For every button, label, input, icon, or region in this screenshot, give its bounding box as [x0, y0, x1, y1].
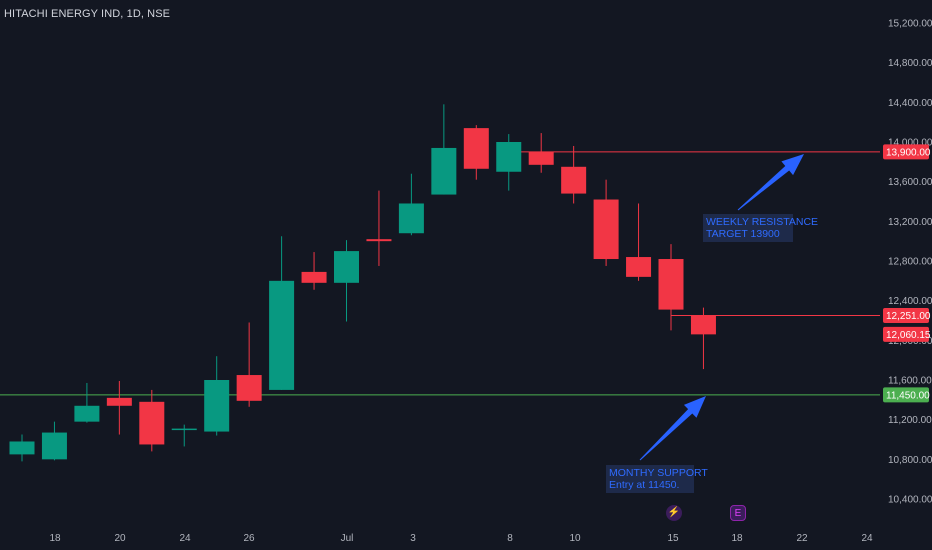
candle	[626, 203, 652, 281]
y-tick-label: 15,200.00	[888, 19, 932, 30]
candles	[9, 104, 716, 462]
candle	[398, 173, 424, 236]
candle	[139, 389, 165, 452]
y-tick-label: 10,800.00	[888, 455, 932, 466]
y-tick-label: 14,800.00	[888, 58, 932, 69]
candle-body	[301, 271, 327, 283]
x-tick-label: 15	[667, 533, 679, 544]
candle	[496, 134, 522, 191]
candle-body	[9, 441, 35, 455]
price-tag: 12,060.15	[883, 326, 931, 342]
candle	[593, 179, 619, 266]
price-tag: 11,450.00	[883, 387, 930, 403]
candle-body	[398, 203, 424, 234]
candle-body	[74, 405, 100, 422]
support-annotation[interactable]: MONTHY SUPPORT Entry at 11450.	[606, 465, 708, 493]
x-tick-label: 24	[861, 533, 873, 544]
candle-body	[269, 280, 295, 390]
x-tick-label: 8	[507, 533, 513, 544]
price-tag-bg	[883, 144, 929, 160]
x-tick-label: 20	[114, 533, 126, 544]
y-tick-label: 12,800.00	[888, 257, 932, 268]
lightning-icon[interactable]: ⚡	[666, 505, 682, 521]
candle	[366, 190, 392, 266]
price-tag-label: 13,900.00	[886, 147, 931, 158]
price-tag-bg	[883, 387, 929, 403]
candle	[334, 240, 359, 322]
time-axis: 18 20 24 26 Jul 3 8 10 15 18 22 24	[49, 533, 873, 544]
annotation-arrows	[639, 154, 804, 461]
y-tick-label: 14,400.00	[888, 98, 932, 109]
candle-body	[431, 147, 457, 195]
candle-body	[334, 251, 359, 283]
x-tick-label: 26	[243, 533, 255, 544]
support-arrow-icon-shape	[639, 396, 706, 461]
price-tag: 12,251.00	[883, 307, 931, 323]
price-axis: 10,400.00 10,800.00 11,200.00 11,600.00 12,0…	[888, 19, 932, 506]
candle-body	[366, 239, 392, 242]
candle-body	[528, 151, 554, 165]
candle	[690, 307, 716, 370]
candle-body	[463, 128, 489, 169]
candle	[106, 380, 132, 435]
support-arrow-icon	[639, 396, 706, 461]
candle-body	[496, 142, 522, 172]
candle-body	[204, 380, 230, 432]
earnings-icon[interactable]: E	[730, 505, 746, 521]
candle-body	[561, 166, 587, 194]
candle-body	[593, 199, 619, 260]
candle-body	[106, 397, 132, 406]
y-tick-label: 11,200.00	[888, 415, 932, 426]
candle	[561, 145, 587, 204]
y-tick-label: 10,400.00	[888, 495, 932, 506]
candle	[9, 434, 35, 462]
candle	[41, 421, 67, 461]
price-tag-bg	[883, 326, 929, 342]
price-tags: 13,900.00 12,251.00 12,060.15 11,450.00	[883, 144, 931, 403]
candle-body	[139, 401, 165, 445]
price-tag-label: 12,251.00	[886, 311, 931, 322]
resistance-line2: TARGET 13900	[706, 228, 780, 240]
y-tick-label: 14,000.00	[888, 138, 932, 149]
x-tick-label: Jul	[341, 533, 354, 544]
candle	[171, 424, 197, 447]
resistance-line1: WEEKLY RESISTANCE	[706, 216, 819, 228]
resistance-arrow-icon-shape	[737, 154, 804, 211]
y-tick-label: 12,400.00	[888, 296, 932, 307]
candle-body	[171, 428, 197, 431]
y-tick-label: 13,600.00	[888, 177, 932, 188]
resistance-arrow-icon	[737, 154, 804, 211]
chart-title: HITACHI ENERGY IND, 1D, NSE	[4, 8, 171, 20]
candle	[463, 125, 489, 180]
candle	[74, 382, 100, 423]
x-tick-label: 22	[796, 533, 808, 544]
x-tick-label: 10	[569, 533, 581, 544]
candle	[204, 356, 230, 436]
candle	[301, 252, 327, 290]
x-tick-label: 18	[731, 533, 743, 544]
candle	[269, 236, 295, 390]
price-tag-label: 12,060.15	[886, 330, 931, 341]
price-tag-bg	[883, 307, 929, 323]
y-tick-label: 13,200.00	[888, 217, 932, 228]
support-line1: MONTHY SUPPORT	[609, 467, 708, 479]
candle-body	[690, 315, 716, 335]
resistance-annotation[interactable]: WEEKLY RESISTANCE TARGET 13900	[703, 214, 819, 242]
candle-body	[236, 375, 262, 401]
x-tick-label: 24	[179, 533, 191, 544]
support-line2: Entry at 11450.	[609, 479, 680, 491]
candle	[658, 244, 684, 331]
candle	[431, 104, 457, 195]
candle-body	[626, 257, 652, 277]
price-tag: 13,900.00	[883, 144, 931, 160]
candle	[528, 133, 554, 173]
x-tick-label: 18	[49, 533, 61, 544]
candle-body	[658, 259, 684, 310]
x-tick-label: 3	[410, 533, 416, 544]
candle	[236, 322, 262, 407]
price-tag-label: 11,450.00	[886, 390, 930, 401]
candle-body	[41, 432, 67, 460]
y-tick-label: 11,600.00	[888, 376, 932, 387]
